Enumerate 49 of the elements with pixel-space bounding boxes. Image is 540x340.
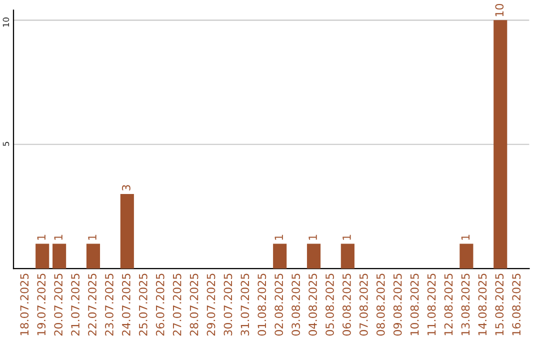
bar <box>494 20 508 269</box>
data-label: 1 <box>88 234 96 240</box>
bar <box>306 244 321 269</box>
data-label: 1 <box>274 234 283 240</box>
x-tick-label: 08.08.2025 <box>376 274 385 336</box>
data-label: 1 <box>342 234 351 240</box>
x-tick-label: 24.07.2025 <box>122 274 130 336</box>
bar <box>86 244 100 269</box>
x-tick-label: 28.07.2025 <box>190 274 198 336</box>
x-tick-label: 13.08.2025 <box>461 274 470 336</box>
x-tick-label: 19.07.2025 <box>37 274 46 336</box>
data-label: 3 <box>122 185 130 190</box>
data-label: 1 <box>54 234 62 240</box>
x-tick-label: 29.07.2025 <box>206 274 216 336</box>
x-tick-label: 23.07.2025 <box>105 274 114 336</box>
bar <box>52 244 66 269</box>
bar <box>273 244 287 269</box>
x-tick-label: 04.08.2025 <box>308 274 317 336</box>
x-tick-label: 07.08.2025 <box>359 274 368 336</box>
bar <box>36 244 50 269</box>
x-tick-label: 31.07.2025 <box>240 274 250 336</box>
x-tick-label: 12.08.2025 <box>444 274 453 336</box>
bar <box>340 244 354 269</box>
x-tick-label: 22.07.2025 <box>88 274 96 336</box>
x-tick-label: 09.08.2025 <box>393 274 402 336</box>
x-tick-label: 02.08.2025 <box>274 274 284 336</box>
x-tick-label: 27.07.2025 <box>172 274 182 336</box>
bar <box>460 244 474 269</box>
x-tick-label: 10.08.2025 <box>410 274 419 336</box>
data-label: 1 <box>37 234 46 240</box>
x-tick-label: 05.08.2025 <box>326 274 334 336</box>
data-label: 1 <box>461 234 470 240</box>
x-tick-label: 03.08.2025 <box>292 274 300 336</box>
x-tick-label: 21.07.2025 <box>71 274 80 336</box>
data-label: 10 <box>495 4 504 16</box>
x-tick-label: 26.07.2025 <box>156 274 164 336</box>
x-tick-label: 25.07.2025 <box>138 274 148 336</box>
x-tick-label: 20.07.2025 <box>54 274 63 336</box>
bar <box>120 194 134 269</box>
x-tick-label: 15.08.2025 <box>495 274 504 336</box>
x-tick-label: 11.08.2025 <box>427 274 436 336</box>
x-tick-label: 06.08.2025 <box>342 274 351 336</box>
x-tick-label: 16.08.2025 <box>512 274 521 336</box>
x-tick-label: 18.07.2025 <box>20 274 29 336</box>
data-label: 1 <box>308 234 317 240</box>
y-tick-label: 5 <box>2 142 10 146</box>
x-tick-label: 01.08.2025 <box>258 274 266 336</box>
x-tick-label: 14.08.2025 <box>478 274 487 336</box>
x-tick-label: 30.07.2025 <box>224 274 232 336</box>
